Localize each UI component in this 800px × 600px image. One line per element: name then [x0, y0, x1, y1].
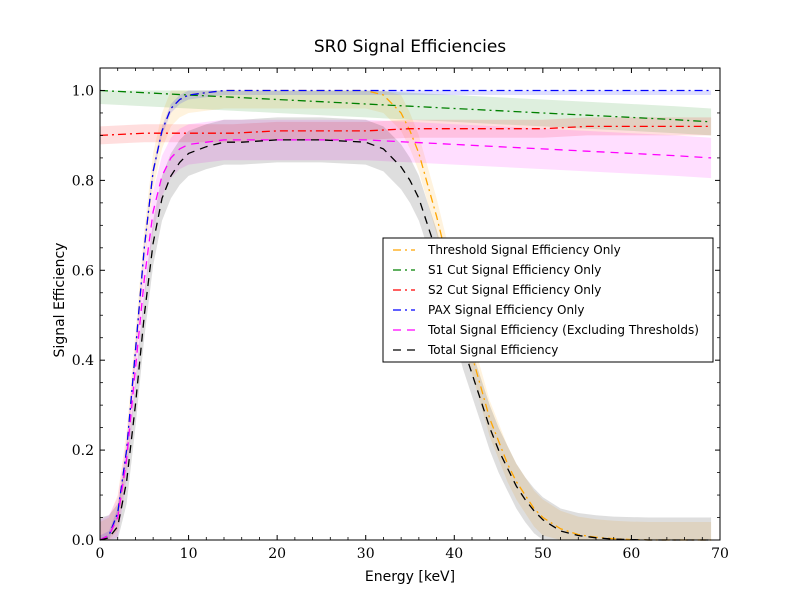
y-tick-label: 0.0 [72, 533, 94, 549]
line-series-5 [99, 139, 712, 541]
x-tick-label: 0 [96, 546, 105, 562]
legend-label-4: PAX Signal Efficiency Only [428, 303, 585, 317]
x-tick-label: 50 [534, 546, 552, 562]
x-tick-label: 30 [357, 546, 375, 562]
y-tick-label: 0.2 [72, 443, 94, 459]
y-axis-label: Signal Efficiency [52, 243, 68, 358]
x-tick-label: 40 [445, 546, 463, 562]
line-series-4 [99, 89, 712, 541]
plot-frame [99, 67, 721, 541]
x-axis-label: Energy [keV] [365, 569, 455, 585]
series-lines [99, 89, 712, 541]
legend-label-1: Threshold Signal Efficiency Only [427, 243, 621, 257]
y-tick-label: 0.8 [72, 173, 94, 189]
legend-label-3: S2 Cut Signal Efficiency Only [428, 283, 601, 297]
y-tick-label: 1.0 [72, 83, 94, 99]
legend: Threshold Signal Efficiency Only S1 Cut S… [382, 237, 714, 363]
y-tick-label: 0.6 [72, 263, 94, 279]
axes: 0 10 20 30 40 50 60 70 0.0 0.2 0.4 0.6 0.8 1.0 [72, 67, 729, 562]
x-tick-label: 60 [623, 546, 641, 562]
x-tick-label: 70 [711, 546, 729, 562]
legend-label-2: S1 Cut Signal Efficiency Only [428, 263, 601, 277]
band-series-2 [100, 90, 712, 136]
y-tick-label: 0.4 [72, 353, 94, 369]
legend-label-6: Total Signal Efficiency [427, 343, 558, 357]
x-tick-label: 20 [268, 546, 286, 562]
line-series-6 [99, 139, 712, 541]
legend-label-5: Total Signal Efficiency (Excluding Thres… [427, 323, 699, 337]
x-tick-label: 10 [180, 546, 198, 562]
line-series-2 [99, 89, 712, 123]
line-series-3 [99, 125, 712, 137]
band-series-5 [100, 119, 712, 540]
legend-box [382, 237, 714, 363]
band-series-3 [100, 117, 712, 145]
chart-title: SR0 Signal Efficiencies [314, 37, 506, 57]
